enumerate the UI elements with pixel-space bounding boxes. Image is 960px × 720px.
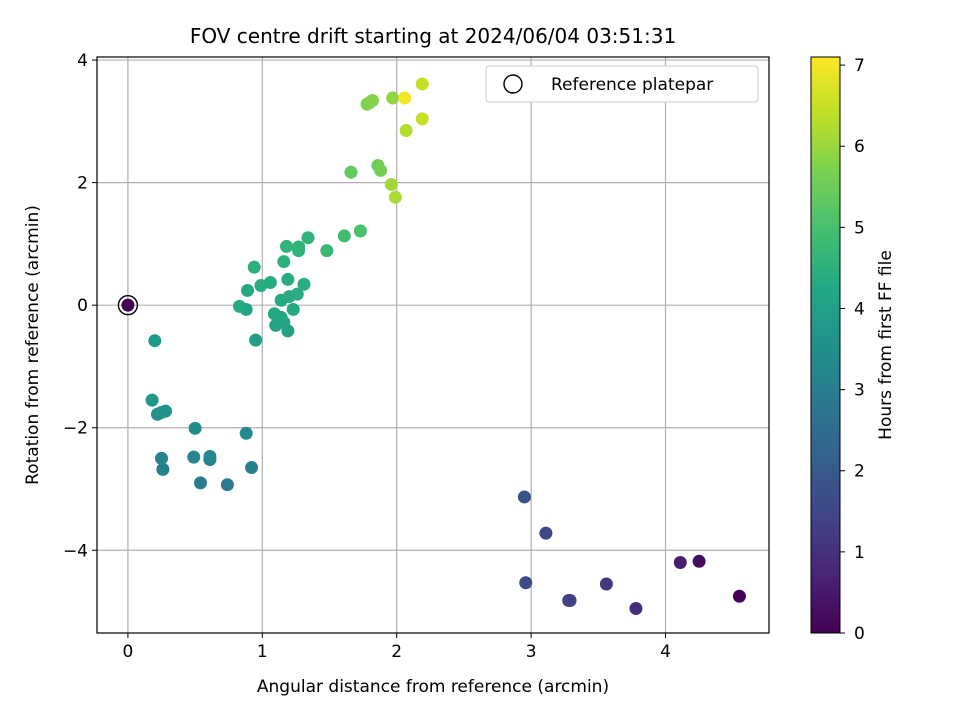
data-point xyxy=(599,577,613,591)
data-point xyxy=(337,229,351,243)
data-point xyxy=(156,462,170,476)
colorbar-tick-label: 7 xyxy=(854,56,865,76)
data-point xyxy=(415,112,429,126)
data-point xyxy=(366,94,380,108)
chart-title: FOV centre drift starting at 2024/06/04 … xyxy=(190,24,676,48)
reference-ring xyxy=(117,294,139,316)
data-point xyxy=(267,307,281,321)
reference-point xyxy=(121,298,135,312)
data-point xyxy=(292,240,306,254)
colorbar: 0 1 2 3 4 5 6 7 Hours from first FF file xyxy=(810,56,896,644)
data-point xyxy=(344,165,358,179)
data-point xyxy=(629,601,643,615)
data-point xyxy=(398,91,412,105)
x-tick-label: 0 xyxy=(122,642,133,662)
data-point xyxy=(241,283,255,297)
x-tick-label: 2 xyxy=(391,642,402,662)
y-tick-label: 0 xyxy=(77,296,88,316)
colorbar-tick-label: 5 xyxy=(854,218,865,238)
reference-marker xyxy=(117,294,139,316)
y-tick-label: −2 xyxy=(63,419,88,439)
colorbar-tick-label: 0 xyxy=(854,624,865,644)
y-axis-label: Rotation from reference (arcmin) xyxy=(23,205,43,485)
data-point xyxy=(388,190,402,204)
data-point xyxy=(301,231,315,245)
data-point xyxy=(290,287,304,301)
data-point xyxy=(148,334,162,348)
data-point xyxy=(203,450,217,464)
colorbar-label: Hours from first FF file xyxy=(876,250,896,440)
data-point xyxy=(245,461,259,475)
legend-box xyxy=(485,65,759,103)
data-point xyxy=(277,255,291,269)
data-point xyxy=(399,124,413,138)
data-point xyxy=(263,275,277,289)
data-point xyxy=(187,450,201,464)
data-point xyxy=(692,554,706,568)
x-tick-label: 1 xyxy=(257,642,268,662)
data-point xyxy=(539,526,553,540)
data-point xyxy=(281,272,295,286)
data-point xyxy=(297,277,311,291)
plot-frame xyxy=(96,56,770,634)
data-points xyxy=(145,77,746,615)
data-point xyxy=(193,476,207,490)
data-point xyxy=(239,426,253,440)
colorbar-tick-label: 4 xyxy=(854,299,865,319)
y-tick-label: 4 xyxy=(77,51,88,71)
data-point xyxy=(563,594,577,608)
data-point xyxy=(386,91,400,105)
x-axis-label: Angular distance from reference (arcmin) xyxy=(257,677,609,697)
x-tick-label: 3 xyxy=(526,642,537,662)
y-axis-ticks: −4 −2 0 2 4 xyxy=(63,51,97,561)
y-tick-label: −4 xyxy=(63,541,88,561)
data-point xyxy=(286,302,300,316)
data-point xyxy=(232,299,246,313)
data-point xyxy=(220,478,234,492)
colorbar-tick-label: 2 xyxy=(854,462,865,482)
data-point xyxy=(384,177,398,191)
data-point xyxy=(145,393,159,407)
x-tick-label: 4 xyxy=(660,642,671,662)
grid-lines xyxy=(97,57,769,633)
legend: Reference platepar xyxy=(485,65,759,103)
data-point xyxy=(249,333,263,347)
data-point xyxy=(155,451,169,465)
data-point xyxy=(353,224,367,238)
data-point xyxy=(247,260,261,274)
colorbar-tick-label: 6 xyxy=(854,137,865,157)
colorbar-tick-label: 3 xyxy=(854,381,865,401)
data-point xyxy=(155,405,169,419)
data-point xyxy=(517,490,531,504)
data-point xyxy=(519,576,533,590)
x-axis-ticks: 0 1 2 3 4 xyxy=(122,633,671,662)
legend-label-reference: Reference platepar xyxy=(551,75,713,95)
data-point xyxy=(732,589,746,603)
colorbar-gradient xyxy=(810,56,841,634)
data-point xyxy=(673,556,687,570)
legend-marker-reference xyxy=(503,74,523,94)
colorbar-tick-label: 1 xyxy=(854,543,865,563)
data-point xyxy=(280,239,294,253)
data-point xyxy=(415,77,429,91)
colorbar-ticks: 0 1 2 3 4 5 6 7 xyxy=(840,56,865,644)
data-point xyxy=(320,244,334,258)
data-point xyxy=(188,421,202,435)
y-tick-label: 2 xyxy=(77,174,88,194)
data-point xyxy=(374,163,388,177)
